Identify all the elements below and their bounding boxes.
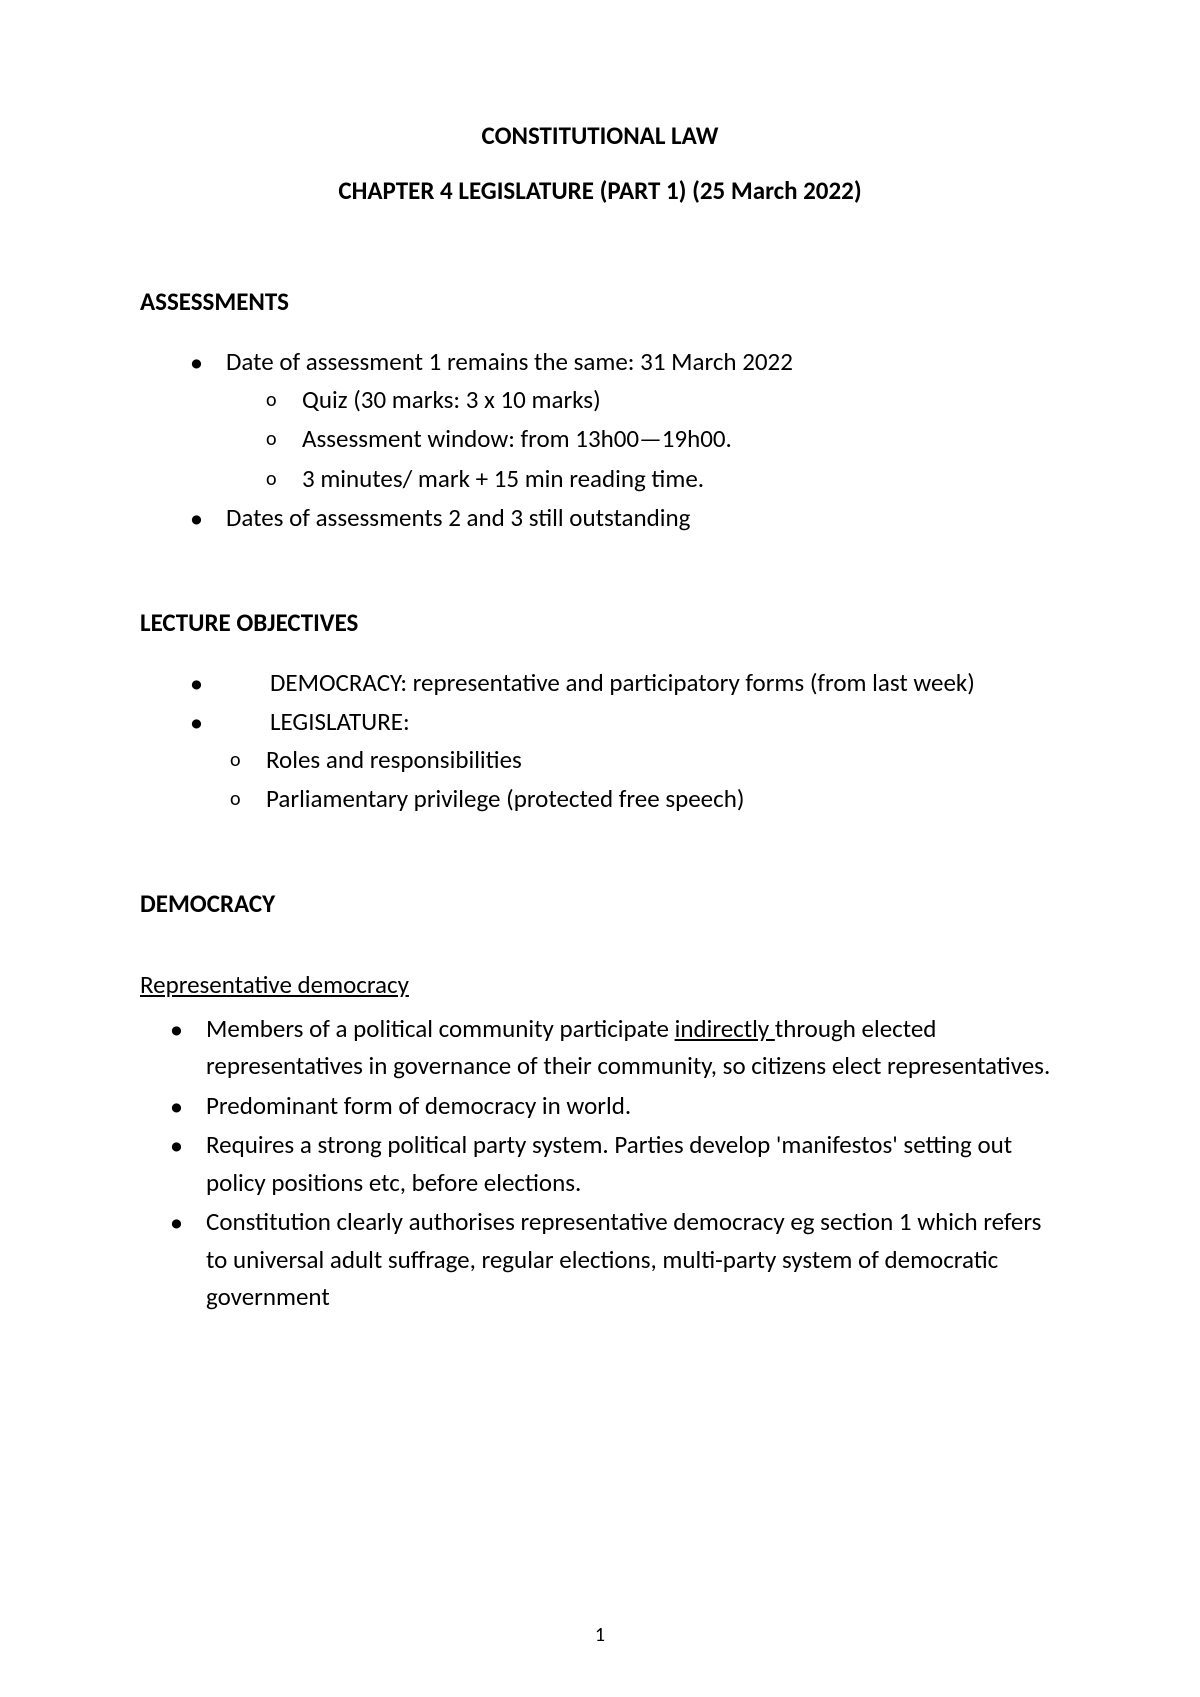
list-item: Quiz (30 marks: 3 x 10 marks) bbox=[266, 381, 1060, 419]
assessments-sublist: Quiz (30 marks: 3 x 10 marks) Assessment… bbox=[226, 381, 1060, 498]
list-item: Roles and responsibilities bbox=[230, 741, 1060, 779]
assessments-heading: ASSESSMENTS bbox=[140, 286, 1060, 317]
list-item: Predominant form of democracy in world. bbox=[170, 1087, 1060, 1125]
objectives-section: LECTURE OBJECTIVES DEMOCRACY: representa… bbox=[140, 607, 1060, 818]
list-item: DEMOCRACY: representative and participat… bbox=[190, 664, 1060, 702]
list-item-text: LEGISLATURE: bbox=[270, 706, 410, 737]
list-item: LEGISLATURE: Roles and responsibilities … bbox=[190, 703, 1060, 818]
list-item: Date of assessment 1 remains the same: 3… bbox=[190, 343, 1060, 497]
list-item: Requires a strong political party system… bbox=[170, 1126, 1060, 1201]
list-item: 3 minutes/ mark + 15 min reading time. bbox=[266, 460, 1060, 498]
democracy-heading: DEMOCRACY bbox=[140, 888, 1060, 919]
democracy-section: DEMOCRACY Representative democracy Membe… bbox=[140, 888, 1060, 1316]
list-item: Assessment window: from 13h00—19h00. bbox=[266, 420, 1060, 458]
list-item: Parliamentary privilege (protected free … bbox=[230, 780, 1060, 818]
list-item-text: Members of a political community partici… bbox=[206, 1013, 675, 1044]
list-item: Dates of assessments 2 and 3 still outst… bbox=[190, 499, 1060, 537]
assessments-section: ASSESSMENTS Date of assessment 1 remains… bbox=[140, 286, 1060, 537]
objectives-sublist: Roles and responsibilities Parliamentary… bbox=[230, 741, 1060, 818]
list-item-text: Date of assessment 1 remains the same: 3… bbox=[226, 346, 793, 377]
objectives-list: DEMOCRACY: representative and participat… bbox=[140, 664, 1060, 818]
page-number: 1 bbox=[0, 1623, 1200, 1647]
objectives-heading: LECTURE OBJECTIVES bbox=[140, 607, 1060, 638]
document-subtitle: CHAPTER 4 LEGISLATURE (PART 1) (25 March… bbox=[140, 175, 1060, 206]
underlined-text: indirectly bbox=[675, 1013, 775, 1044]
list-item: Members of a political community partici… bbox=[170, 1010, 1060, 1085]
assessments-list: Date of assessment 1 remains the same: 3… bbox=[140, 343, 1060, 537]
democracy-subheading: Representative democracy bbox=[140, 969, 1060, 1000]
document-title: CONSTITUTIONAL LAW bbox=[140, 120, 1060, 151]
list-item: Constitution clearly authorises represen… bbox=[170, 1203, 1060, 1316]
democracy-list: Members of a political community partici… bbox=[140, 1010, 1060, 1316]
